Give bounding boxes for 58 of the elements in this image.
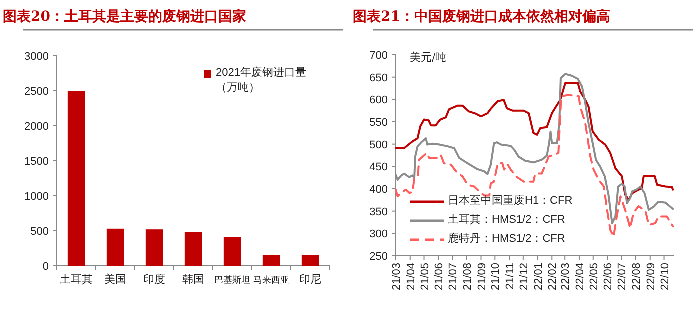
y-tick-label: 450: [370, 162, 388, 174]
y-tick-label: 400: [370, 184, 388, 196]
x-tick-label: 马来西亚: [254, 275, 290, 286]
y-tick-label: 300: [370, 228, 388, 241]
bar: [224, 237, 242, 266]
x-tick-label: 21/03: [391, 263, 403, 291]
y-tick-label: 650: [370, 72, 388, 84]
x-tick-label: 印度: [144, 273, 166, 286]
bar: [184, 232, 202, 266]
y-tick-label: 350: [370, 206, 388, 218]
y-axis-title: 美元/吨: [410, 51, 447, 64]
bar: [68, 91, 86, 266]
x-tick-label: 巴基斯坦: [214, 275, 250, 286]
x-tick-label: 22/08: [631, 263, 644, 291]
x-tick-label: 22/04: [574, 263, 586, 291]
x-tick-label: 22/02: [547, 263, 560, 291]
bar: [146, 230, 164, 266]
chart-title: 图表20：土耳其是主要的废钢进口国家: [3, 8, 246, 25]
y-tick-label: 2500: [24, 86, 49, 98]
y-tick-label: 700: [370, 50, 388, 62]
x-tick-label: 21/11: [504, 263, 517, 290]
bar: [106, 228, 124, 266]
x-tick-label: 22/07: [616, 263, 629, 291]
legend-label: 鹿特丹：HMS1/2：CFR: [447, 232, 566, 247]
y-tick-label: 3000: [24, 51, 49, 63]
x-tick-label: 21/08: [462, 263, 474, 291]
bar: [262, 256, 280, 266]
y-tick-label: 250: [370, 251, 388, 263]
y-tick-label: 1500: [24, 156, 49, 168]
x-tick-label: 22/10: [659, 263, 672, 291]
y-tick-label: 2000: [24, 121, 49, 133]
x-tick-label: 韩国: [182, 273, 204, 286]
x-tick-label: 22/01: [532, 263, 545, 291]
bar: [302, 256, 320, 266]
x-tick-label: 21/10: [490, 263, 502, 291]
x-tick-label: 21/04: [405, 263, 418, 291]
x-tick-label: 21/07: [448, 263, 460, 291]
legend-label: 日本至中国重废H1：CFR: [447, 194, 574, 209]
y-tick-label: 500: [370, 139, 388, 152]
x-tick-label: 22/09: [645, 263, 658, 291]
x-tick-label: 21/06: [434, 263, 446, 291]
y-tick-label: 600: [370, 94, 388, 107]
x-tick-label: 22/03: [560, 263, 572, 291]
x-tick-label: 21/09: [476, 263, 488, 291]
x-tick-label: 22/06: [602, 263, 615, 291]
y-tick-label: 550: [370, 117, 388, 129]
chart-title: 图表21：中国废钢进口成本依然相对偏高: [353, 8, 610, 25]
legend-label: 土耳其：HMS1/2：CFR: [447, 213, 566, 228]
x-tick-label: 21/05: [419, 263, 432, 291]
y-tick-label: 0: [42, 261, 49, 273]
x-tick-label: 21/12: [518, 263, 530, 291]
x-tick-label: 美国: [104, 273, 126, 286]
y-tick-label: 1000: [24, 191, 49, 203]
y-tick-label: 500: [30, 226, 49, 238]
x-tick-label: 印尼: [300, 273, 322, 286]
x-tick-label: 22/05: [588, 263, 600, 291]
legend-label: 2021年废钢进口量（万吨）: [215, 66, 308, 96]
x-tick-label: 土耳其: [60, 273, 93, 286]
